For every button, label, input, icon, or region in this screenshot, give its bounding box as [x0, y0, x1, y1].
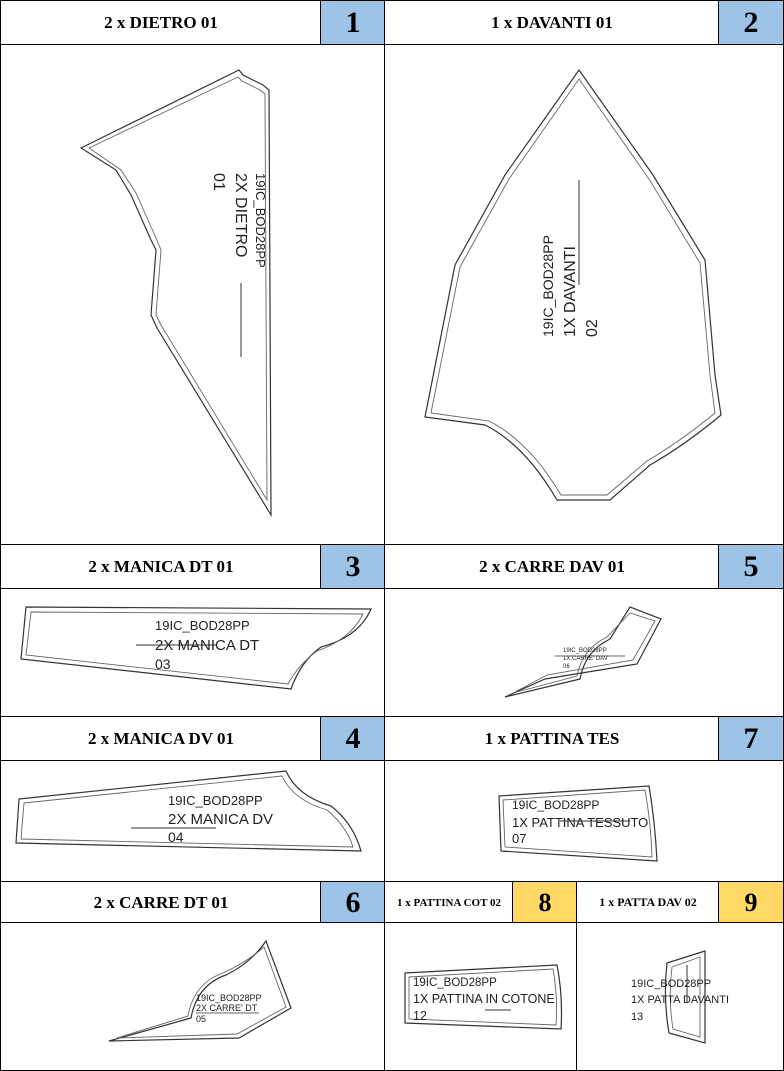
- piece-2-title: 1 x DAVANTI 01: [491, 13, 613, 32]
- piece-5-title: 2 x CARRE DAV 01: [479, 557, 625, 576]
- piece-1-title: 2 x DIETRO 01: [104, 13, 218, 32]
- piece-3-title: 2 x MANICA DT 01: [88, 557, 234, 576]
- piece-6-outer-outline: [108, 939, 292, 1042]
- piece-6-pattern: 19IC_BOD28PP 2X CARRE' DT 05: [108, 939, 292, 1042]
- piece-7-drawing-panel: 19IC_BOD28PP 1X PATTINA TESSUTO 07: [384, 760, 784, 883]
- piece-8-number: 8: [512, 882, 577, 923]
- piece-9-inner-outline: [669, 956, 701, 1038]
- piece-8-name: 1X PATTINA IN COTONE: [413, 992, 555, 1006]
- piece-3-outer-outline: [20, 606, 372, 690]
- piece-4-pattern: 19IC_BOD28PP 2X MANICA DV 04: [15, 770, 362, 852]
- piece-7-pattern: 19IC_BOD28PP 1X PATTINA TESSUTO 07: [498, 785, 658, 862]
- piece-8-inner-outline: [408, 968, 558, 1026]
- piece-7-header: 1 x PATTINA TES 7: [384, 716, 784, 762]
- piece-4-name: 2X MANICA DV: [168, 811, 273, 828]
- piece-9-index: 13: [631, 1011, 643, 1023]
- piece-1-header: 2 x DIETRO 01 1: [0, 0, 386, 46]
- piece-3-code: 19IC_BOD28PP: [155, 618, 250, 633]
- piece-6-title: 2 x CARRE DT 01: [93, 892, 229, 912]
- piece-8-drawing-panel: 19IC_BOD28PP 1X PATTINA IN COTONE 12: [384, 922, 578, 1071]
- piece-2-number: 2: [718, 1, 783, 45]
- piece-4-index: 04: [168, 829, 184, 845]
- piece-2-inner-outline: [430, 78, 716, 496]
- piece-6-drawing-panel: 19IC_BOD28PP 2X CARRE' DT 05: [0, 922, 386, 1071]
- piece-9-code: 19IC_BOD28PP: [631, 978, 711, 990]
- piece-3-name: 2X MANICA DT: [155, 637, 259, 654]
- piece-2-outer-outline: [424, 68, 722, 501]
- piece-5-inner-outline: [512, 612, 656, 694]
- piece-5-code: 19IC_BOD28PP: [563, 648, 607, 654]
- piece-3-number: 3: [320, 545, 385, 589]
- piece-4-inner-outline: [20, 775, 354, 848]
- piece-1-pattern: 19IC_BOD28PP 2X DIETRO 01: [79, 69, 272, 518]
- piece-7-index: 07: [512, 831, 526, 846]
- piece-3-pattern: 19IC_BOD28PP 2X MANICA DT 03: [20, 606, 372, 690]
- piece-7-inner-outline: [502, 789, 653, 858]
- piece-8-code: 19IC_BOD28PP: [413, 977, 497, 989]
- piece-1-code: 19IC_BOD28PP: [253, 173, 268, 268]
- piece-2-header: 1 x DAVANTI 01 2: [384, 0, 784, 46]
- piece-1-outer-outline: [79, 69, 272, 518]
- piece-6-header: 2 x CARRE DT 01 6: [0, 881, 386, 924]
- piece-9-header: 1 x PATTA DAV 02 9: [576, 881, 784, 924]
- piece-2-pattern: 19IC_BOD28PP 1X DAVANTI 02: [424, 68, 722, 501]
- piece-8-index: 12: [413, 1009, 427, 1023]
- piece-2-name: 1X DAVANTI: [562, 246, 579, 337]
- piece-3-index: 03: [155, 656, 171, 672]
- piece-3-drawing-panel: 19IC_BOD28PP 2X MANICA DT 03: [0, 588, 386, 718]
- piece-6-inner-outline: [116, 946, 287, 1039]
- piece-5-name: 1X CARRE' DAV: [563, 656, 608, 662]
- piece-9-name: 1X PATTA DAVANTI: [631, 994, 729, 1006]
- piece-2-index: 02: [584, 319, 601, 337]
- piece-6-number: 6: [320, 882, 385, 923]
- piece-4-header: 2 x MANICA DV 01 4: [0, 716, 386, 762]
- piece-5-pattern: 19IC_BOD28PP 1X CARRE' DAV 06: [504, 606, 662, 698]
- piece-1-drawing-panel: 19IC_BOD28PP 2X DIETRO 01: [0, 44, 386, 546]
- piece-6-code: 19IC_BOD28PP: [196, 993, 262, 1003]
- piece-5-header: 2 x CARRE DAV 01 5: [384, 544, 784, 590]
- piece-4-number: 4: [320, 717, 385, 761]
- piece-3-inner-outline: [25, 611, 364, 685]
- piece-9-outer-outline: [664, 950, 706, 1044]
- piece-8-outer-outline: [404, 964, 563, 1030]
- piece-4-outer-outline: [15, 770, 362, 852]
- piece-6-index: 05: [196, 1014, 206, 1024]
- piece-7-title: 1 x PATTINA TES: [484, 729, 620, 748]
- piece-9-pattern: 19IC_BOD28PP 1X PATTA DAVANTI 13: [631, 950, 729, 1044]
- piece-7-outer-outline: [498, 785, 658, 862]
- piece-5-drawing-panel: 19IC_BOD28PP 1X CARRE' DAV 06: [384, 588, 784, 718]
- piece-5-index: 06: [563, 664, 570, 670]
- piece-8-title: 1 x PATTINA COT 02: [397, 896, 501, 909]
- piece-1-name: 2X DIETRO: [232, 173, 249, 257]
- piece-1-number: 1: [320, 1, 385, 45]
- piece-3-header: 2 x MANICA DT 01 3: [0, 544, 386, 590]
- piece-4-drawing-panel: 19IC_BOD28PP 2X MANICA DV 04: [0, 760, 386, 883]
- piece-7-name: 1X PATTINA TESSUTO: [512, 815, 648, 830]
- piece-8-header: 1 x PATTINA COT 02 8: [384, 881, 578, 924]
- piece-9-number: 9: [718, 882, 783, 923]
- piece-4-code: 19IC_BOD28PP: [168, 793, 263, 808]
- piece-7-code: 19IC_BOD28PP: [512, 798, 599, 812]
- piece-1-inner-outline: [88, 76, 268, 502]
- piece-5-number: 5: [718, 545, 783, 589]
- piece-9-drawing-panel: 19IC_BOD28PP 1X PATTA DAVANTI 13: [576, 922, 784, 1071]
- piece-5-outer-outline: [504, 606, 662, 698]
- piece-8-pattern: 19IC_BOD28PP 1X PATTINA IN COTONE 12: [404, 964, 563, 1030]
- piece-6-name: 2X CARRE' DT: [196, 1003, 258, 1013]
- piece-9-title: 1 x PATTA DAV 02: [599, 895, 697, 909]
- piece-2-code: 19IC_BOD28PP: [540, 235, 556, 337]
- piece-7-number: 7: [718, 717, 783, 761]
- piece-2-drawing-panel: 19IC_BOD28PP 1X DAVANTI 02: [384, 44, 784, 546]
- piece-1-index: 01: [210, 173, 227, 191]
- piece-4-title: 2 x MANICA DV 01: [87, 729, 235, 748]
